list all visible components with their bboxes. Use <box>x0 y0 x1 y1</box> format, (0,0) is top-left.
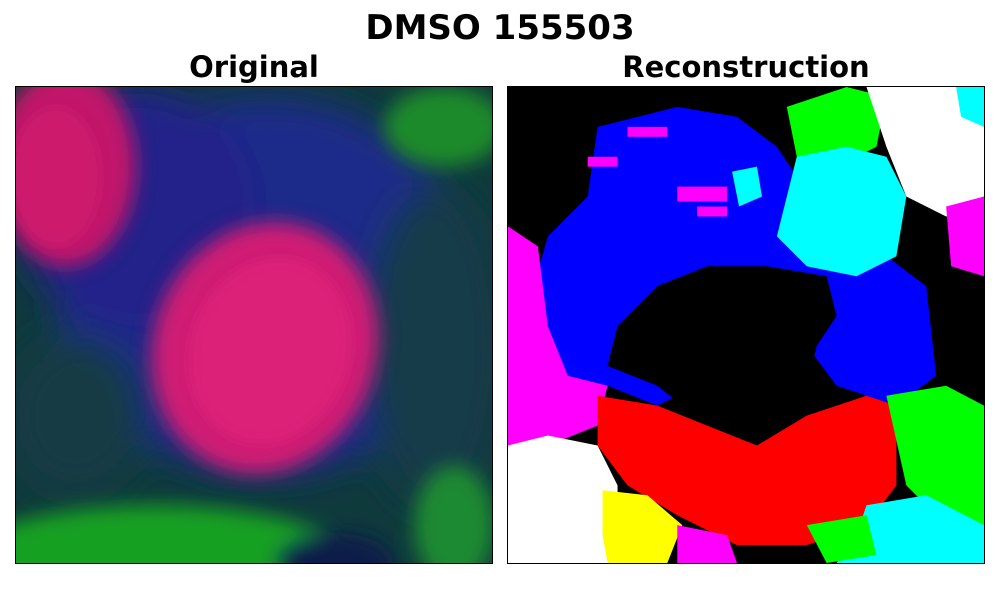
figure-title: DMSO 155503 <box>365 8 635 48</box>
reconstruction-image <box>507 86 985 564</box>
original-image <box>15 86 493 564</box>
reconstruction-panel-title: Reconstruction <box>622 50 870 84</box>
original-panel-title: Original <box>189 50 319 84</box>
reconstruction-segmentation <box>508 87 984 563</box>
original-microscopy-image <box>16 87 492 563</box>
